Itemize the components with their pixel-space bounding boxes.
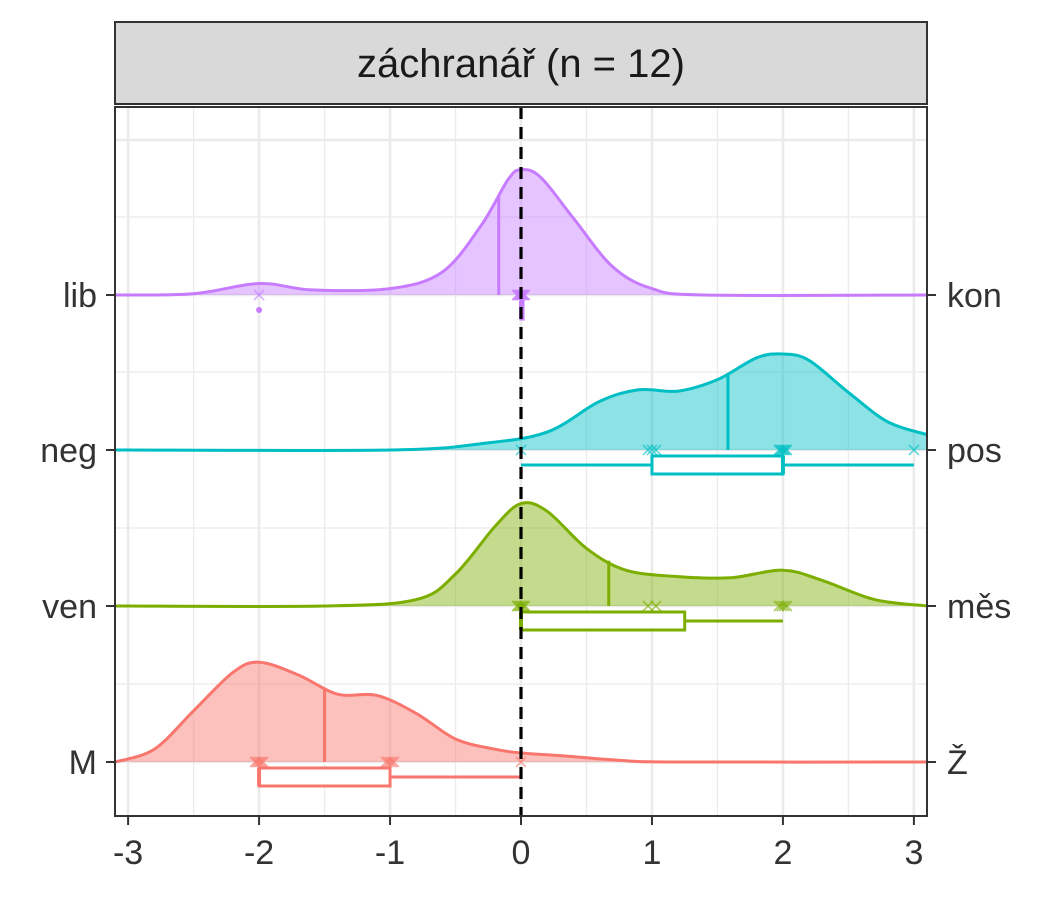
x-tick-label: -3 xyxy=(113,834,143,872)
data-point-stroke-b xyxy=(781,444,793,456)
x-tick-label: 1 xyxy=(643,834,662,872)
data-point-stroke-b xyxy=(776,600,788,612)
y-label-right: Ž xyxy=(947,744,968,782)
data-point-stroke-b xyxy=(642,600,654,612)
data-point xyxy=(257,756,269,768)
data-point-stroke-b xyxy=(773,600,785,612)
data-point xyxy=(776,600,788,612)
data-point-stroke-b xyxy=(384,756,396,768)
data-point-stroke-b xyxy=(255,756,268,768)
data-point xyxy=(515,756,527,768)
density-area xyxy=(115,662,927,763)
data-point-stroke-b xyxy=(908,444,920,456)
x-tick-label: 3 xyxy=(904,834,923,872)
data-point xyxy=(255,756,268,768)
x-tick-label: 2 xyxy=(773,834,792,872)
data-point-stroke-b xyxy=(776,444,788,456)
box-iqr xyxy=(519,610,687,632)
box-iqr xyxy=(257,766,392,788)
x-tick-label: 0 xyxy=(512,834,531,872)
ridge-neg xyxy=(114,352,928,476)
data-point xyxy=(646,444,658,456)
data-point xyxy=(780,444,792,456)
y-label-right: pos xyxy=(947,432,1002,470)
data-point-stroke-b xyxy=(646,444,658,456)
data-point xyxy=(908,444,920,456)
data-point-stroke-b xyxy=(254,756,266,768)
data-point-stroke-b xyxy=(780,444,792,456)
data-point xyxy=(777,444,789,456)
data-point xyxy=(642,444,654,456)
data-point-stroke-b xyxy=(650,444,662,456)
data-point-stroke-b xyxy=(642,444,654,456)
data-point xyxy=(514,600,526,612)
data-point-stroke-b xyxy=(257,756,269,768)
facet-strip-background xyxy=(114,21,928,105)
data-point xyxy=(252,756,264,768)
data-point-stroke-b xyxy=(386,756,398,768)
data-point xyxy=(253,289,265,301)
y-label-left: ven xyxy=(42,588,97,626)
density-line xyxy=(114,501,928,608)
data-point xyxy=(642,600,654,612)
x-tick-label: -2 xyxy=(244,834,274,872)
x-tick-label: -1 xyxy=(375,834,405,872)
density-line xyxy=(114,167,928,297)
data-point xyxy=(778,444,790,456)
data-point xyxy=(778,600,790,612)
y-label-left: lib xyxy=(63,277,97,315)
density-line xyxy=(114,660,928,764)
box-iqr xyxy=(650,454,785,476)
data-point xyxy=(650,600,662,612)
data-point xyxy=(650,444,662,456)
data-point xyxy=(516,600,528,612)
data-point xyxy=(773,600,785,612)
facet-strip: záchranář (n = 12) xyxy=(114,21,928,105)
data-point-stroke-b xyxy=(778,444,790,456)
data-point-stroke-b xyxy=(514,600,526,612)
data-point xyxy=(781,600,793,612)
data-point xyxy=(781,444,793,456)
data-point-stroke-b xyxy=(778,600,790,612)
data-point-stroke-b xyxy=(781,600,793,612)
data-point-stroke-b xyxy=(388,756,400,768)
y-label-left: neg xyxy=(40,432,97,470)
y-label-right: kon xyxy=(947,277,1002,315)
data-point-stroke-b xyxy=(516,600,528,612)
box-outlier xyxy=(256,307,263,313)
ridge-M xyxy=(114,660,928,788)
data-point-stroke-b xyxy=(650,600,662,612)
y-label-left: M xyxy=(69,744,97,782)
data-point-stroke-b xyxy=(777,444,789,456)
data-point xyxy=(776,444,788,456)
density-line xyxy=(114,352,928,452)
y-label-right: měs xyxy=(947,588,1011,626)
data-point-stroke-b xyxy=(253,289,265,301)
data-point xyxy=(254,756,266,768)
facet-strip-title: záchranář (n = 12) xyxy=(357,42,685,86)
data-point-stroke-b xyxy=(515,756,527,768)
data-point xyxy=(388,756,400,768)
data-point xyxy=(386,756,398,768)
data-point xyxy=(384,756,396,768)
data-point-stroke-b xyxy=(252,756,264,768)
axes: -3 -2 -1 0 1 2 3 lib kon neg pos ven měs M Ž xyxy=(40,277,1011,872)
